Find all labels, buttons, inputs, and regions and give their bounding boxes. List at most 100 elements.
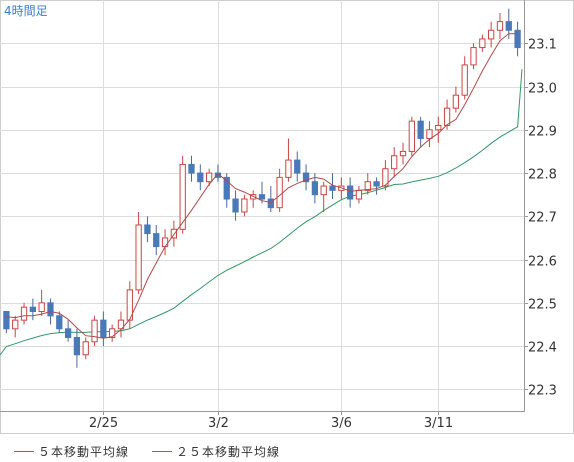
x-tick-label: 3/6 (331, 416, 352, 431)
candle-body (355, 189, 363, 200)
candle (364, 173, 371, 195)
legend-item-ma25: ２５本移動平均線 (152, 443, 280, 460)
candle-body (373, 181, 380, 187)
candle (126, 281, 133, 329)
candle-body (153, 233, 160, 248)
candle (91, 315, 98, 347)
candle (258, 181, 266, 204)
candle-body (276, 176, 283, 209)
candle-body (126, 289, 133, 321)
candle (179, 155, 186, 234)
candle-body (223, 176, 230, 200)
candle (205, 168, 213, 187)
candle-body (294, 159, 301, 174)
candle (153, 224, 160, 256)
candle-body (320, 185, 327, 196)
candle (470, 43, 477, 70)
y-tick-label: 23.1 (528, 38, 557, 53)
ma5-line (6, 33, 518, 339)
candle-body (241, 198, 248, 213)
candle (109, 324, 116, 342)
ma25-line (0, 69, 523, 356)
candle-body (435, 124, 442, 131)
candle (399, 142, 407, 165)
candle-body (197, 172, 204, 183)
candle-body (505, 21, 512, 31)
candle-body (382, 168, 389, 187)
candle-body (12, 319, 19, 330)
candle-body (100, 319, 107, 338)
y-tick-label: 23.0 (528, 82, 557, 97)
candle-body (426, 129, 433, 139)
candle-body (311, 181, 319, 196)
candle-body (91, 319, 98, 343)
candle-body (56, 315, 63, 330)
candle (267, 186, 274, 212)
candle-body (417, 120, 424, 139)
candle-body (302, 172, 310, 183)
candles (3, 8, 521, 368)
y-tick-label: 22.7 (528, 211, 557, 226)
candle-body (161, 237, 169, 248)
candle (373, 177, 380, 195)
candle (29, 298, 36, 321)
candle (320, 181, 327, 212)
y-tick-label: 22.9 (528, 125, 557, 140)
candle-body (20, 306, 28, 321)
y-tick-label: 22.8 (528, 168, 557, 183)
candle (417, 116, 424, 148)
candle-body (267, 198, 274, 209)
candle (73, 328, 81, 368)
candle-body (461, 64, 468, 96)
y-tick-label: 22.4 (528, 341, 557, 356)
ma25-series (0, 69, 523, 356)
candle-body (47, 302, 54, 317)
candle (346, 177, 354, 208)
y-tick-label: 22.3 (528, 384, 557, 399)
candle (452, 86, 460, 113)
candle-body (29, 306, 36, 312)
x-tick-labels: 2/25 3/2 3/6 3/11 (89, 416, 453, 431)
legend-item-ma5: ５本移動平均線 (14, 443, 129, 460)
grid-lines (0, 0, 528, 415)
candle-body (408, 120, 415, 152)
candle (285, 138, 292, 182)
candle-body (364, 181, 371, 191)
candlestick-chart: 22.3 22.4 22.5 22.6 22.7 22.8 22.9 23.0 23.1 2/2… (0, 0, 574, 434)
candle-body (117, 319, 125, 330)
candle-body (488, 29, 495, 40)
candle-body (82, 341, 89, 356)
candle-body (214, 172, 222, 178)
candle (214, 164, 222, 182)
chart-title: 4時間足 (4, 4, 48, 18)
legend-label-ma5: ５本移動平均線 (38, 445, 130, 459)
candle (188, 155, 195, 182)
candle (479, 34, 486, 52)
candle-body (144, 224, 151, 235)
candle-body (452, 94, 460, 109)
candle-body (179, 163, 186, 230)
candle-body (285, 159, 292, 178)
candle (117, 311, 125, 338)
candle (144, 216, 151, 243)
candle (329, 173, 336, 200)
candle-body (443, 107, 451, 126)
candle-body (3, 310, 10, 330)
candle-body (188, 163, 195, 174)
candle-body (205, 172, 213, 183)
candle (408, 116, 415, 156)
candle (82, 337, 89, 360)
candle (232, 190, 239, 221)
candle (38, 289, 45, 316)
candle-body (232, 198, 239, 213)
legend-swatch-ma25 (152, 451, 172, 452)
x-tick-label: 2/25 (89, 416, 118, 431)
candle (426, 121, 433, 148)
candle-body (73, 336, 81, 356)
candle-body (135, 224, 142, 291)
candle (170, 220, 178, 247)
chart-legend: ５本移動平均線 ２５本移動平均線 (0, 433, 573, 462)
candle-body (470, 47, 477, 66)
candle (294, 151, 301, 182)
